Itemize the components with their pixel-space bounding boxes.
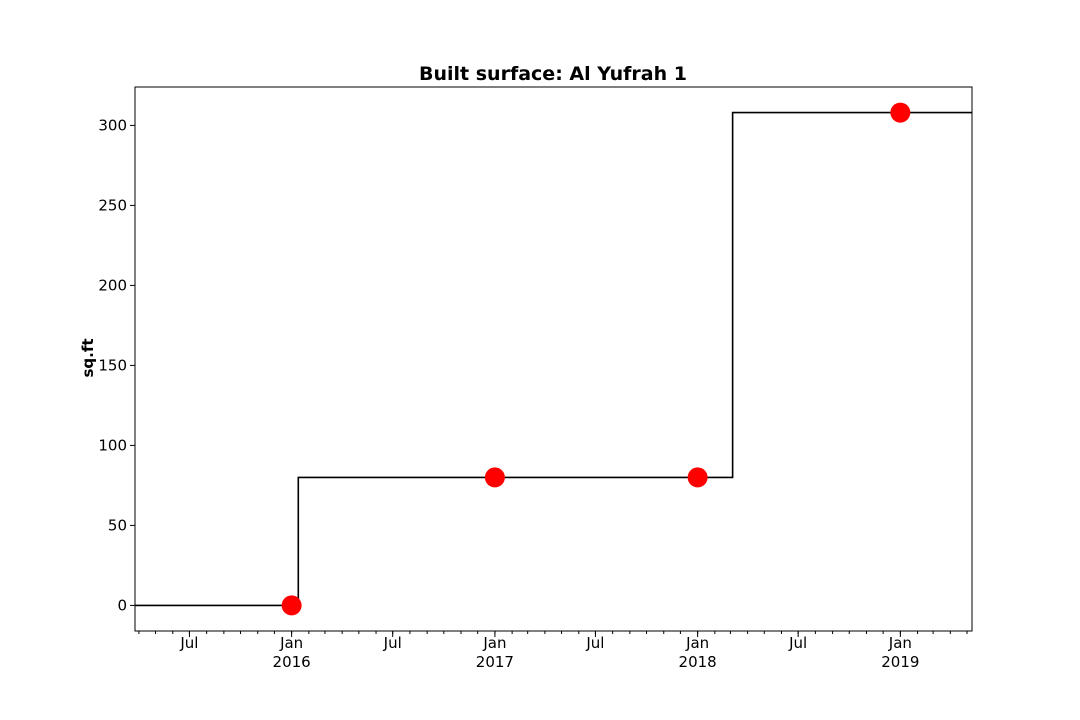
x-tick-label: Jan xyxy=(482,634,506,652)
y-tick-label: 50 xyxy=(108,516,127,534)
data-point xyxy=(281,595,302,616)
x-tick-year-label: 2019 xyxy=(881,653,919,671)
data-point xyxy=(890,102,911,123)
y-axis-label: sq.ft xyxy=(79,338,97,377)
data-point xyxy=(687,467,708,488)
x-tick-year-label: 2018 xyxy=(679,653,717,671)
x-tick-label: Jan xyxy=(279,634,303,652)
y-tick-label: 0 xyxy=(117,596,127,614)
x-tick-label: Jan xyxy=(685,634,709,652)
y-tick-label: 250 xyxy=(98,196,127,214)
x-tick-label: Jul xyxy=(585,634,604,652)
data-point xyxy=(484,467,505,488)
chart-title: Built surface: Al Yufrah 1 xyxy=(419,63,687,85)
x-tick-label: Jul xyxy=(383,634,402,652)
y-tick-label: 150 xyxy=(98,356,127,374)
plot-frame xyxy=(134,86,973,632)
x-tick-label: Jan xyxy=(888,634,912,652)
x-tick-year-label: 2016 xyxy=(273,653,311,671)
x-tick-year-label: 2017 xyxy=(476,653,514,671)
y-tick-label: 100 xyxy=(98,436,127,454)
y-tick-label: 200 xyxy=(98,276,127,294)
x-tick-label: Jul xyxy=(179,634,198,652)
x-tick-label: Jul xyxy=(788,634,807,652)
y-tick-label: 300 xyxy=(98,116,127,134)
step-line xyxy=(135,111,972,607)
